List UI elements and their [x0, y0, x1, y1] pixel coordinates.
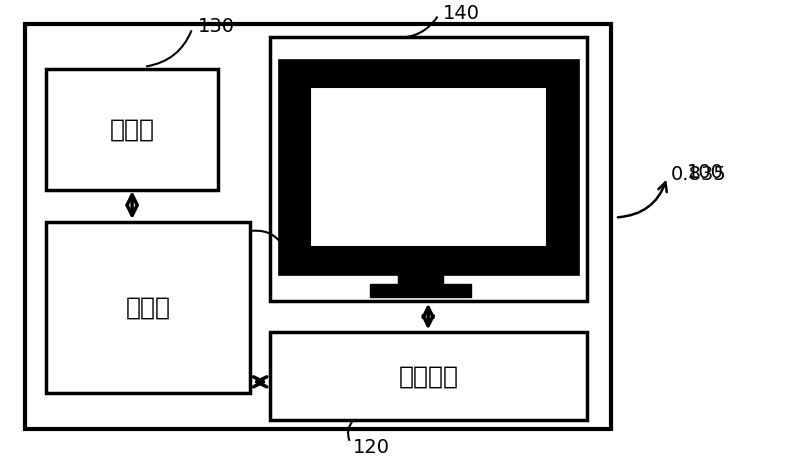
Text: 通信接口: 通信接口	[398, 364, 459, 388]
Text: 140: 140	[443, 5, 480, 23]
Text: 110: 110	[288, 246, 325, 265]
Bar	[46, 69, 218, 190]
Bar	[46, 222, 250, 393]
Text: 130: 130	[198, 17, 235, 36]
Text: 0.835: 0.835	[671, 165, 727, 184]
Text: 存储器: 存储器	[109, 118, 155, 142]
Text: 120: 120	[353, 437, 390, 457]
Text: 100: 100	[687, 163, 724, 182]
Bar	[270, 332, 587, 420]
Text: 处理器: 处理器	[126, 296, 171, 319]
Bar	[287, 67, 571, 267]
Bar	[310, 87, 547, 247]
Bar	[398, 263, 443, 287]
Bar	[370, 284, 471, 297]
Bar	[26, 24, 611, 429]
Bar	[270, 38, 587, 301]
